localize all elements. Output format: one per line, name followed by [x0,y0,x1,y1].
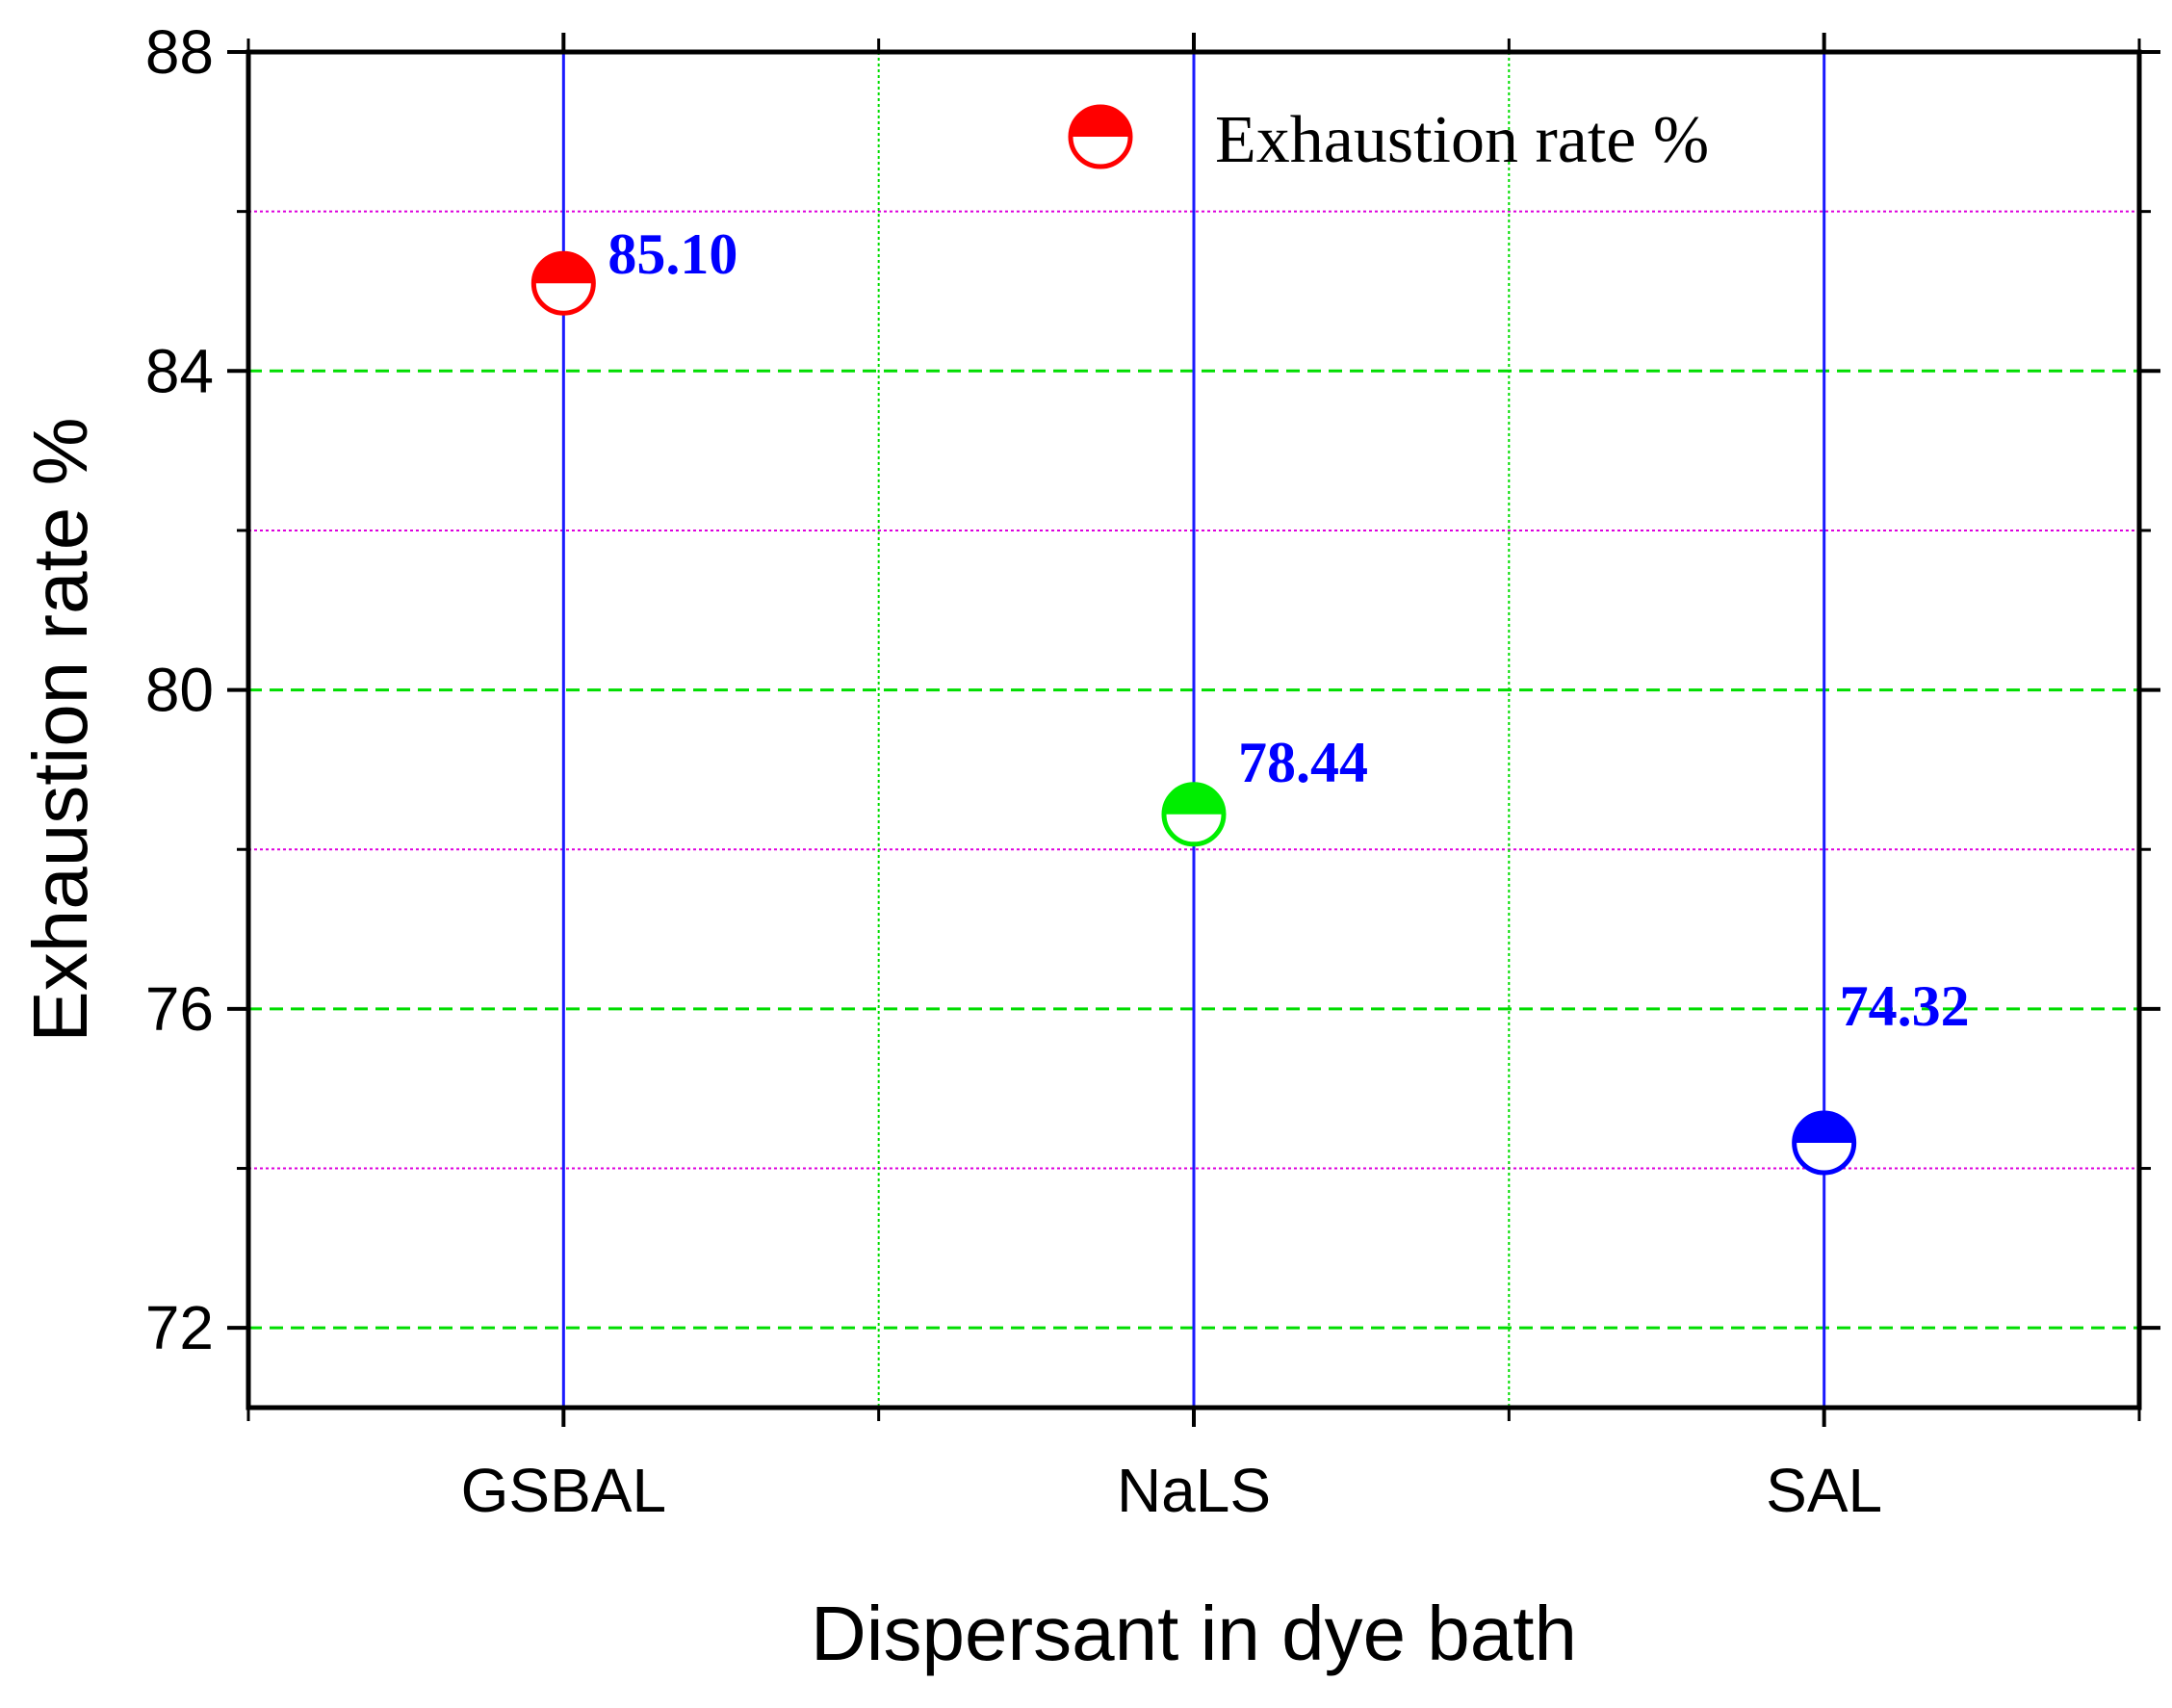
y-tick-label: 76 [145,974,214,1044]
x-tick-label: NaLS [1117,1456,1271,1525]
data-labels: 85.10 78.44 74.32 [608,222,1969,1038]
data-point-fill-top [533,253,594,284]
data-point-fill-top [1164,784,1224,815]
axis-ticks: 72 76 80 84 88 GSBAL NaLS SAL [145,17,2160,1525]
x-tick-label: GSBAL [461,1456,666,1525]
legend-marker [1068,104,1133,169]
data-markers [530,250,1857,1176]
legend-label: Exhaustion rate % [1215,103,1709,177]
legend-marker-shape-outline [1068,104,1133,169]
y-tick-label: 88 [145,17,214,87]
data-point [1161,782,1227,847]
y-tick-label: 80 [145,656,214,725]
y-tick-label: 72 [145,1293,214,1362]
data-label: 74.32 [1840,974,1970,1038]
y-axis-title: Exhaustion rate % [17,417,103,1042]
data-point-outline [530,250,596,316]
data-point-outline [1161,782,1227,847]
legend: Exhaustion rate % [1068,103,1709,177]
legend-marker-shape [1068,104,1133,169]
data-label: 78.44 [1238,731,1368,794]
drop-lines [561,52,1826,1408]
data-point-outline [1792,1110,1857,1176]
data-point [1792,1110,1857,1176]
data-point-fill-top [1794,1113,1854,1144]
data-label: 85.10 [608,222,737,286]
x-tick-label: SAL [1766,1456,1882,1525]
y-tick-label: 84 [145,336,214,405]
legend-marker-shape-fill-top [1071,107,1130,137]
x-axis-title: Dispersant in dye bath [811,1591,1577,1676]
data-point [530,250,596,316]
